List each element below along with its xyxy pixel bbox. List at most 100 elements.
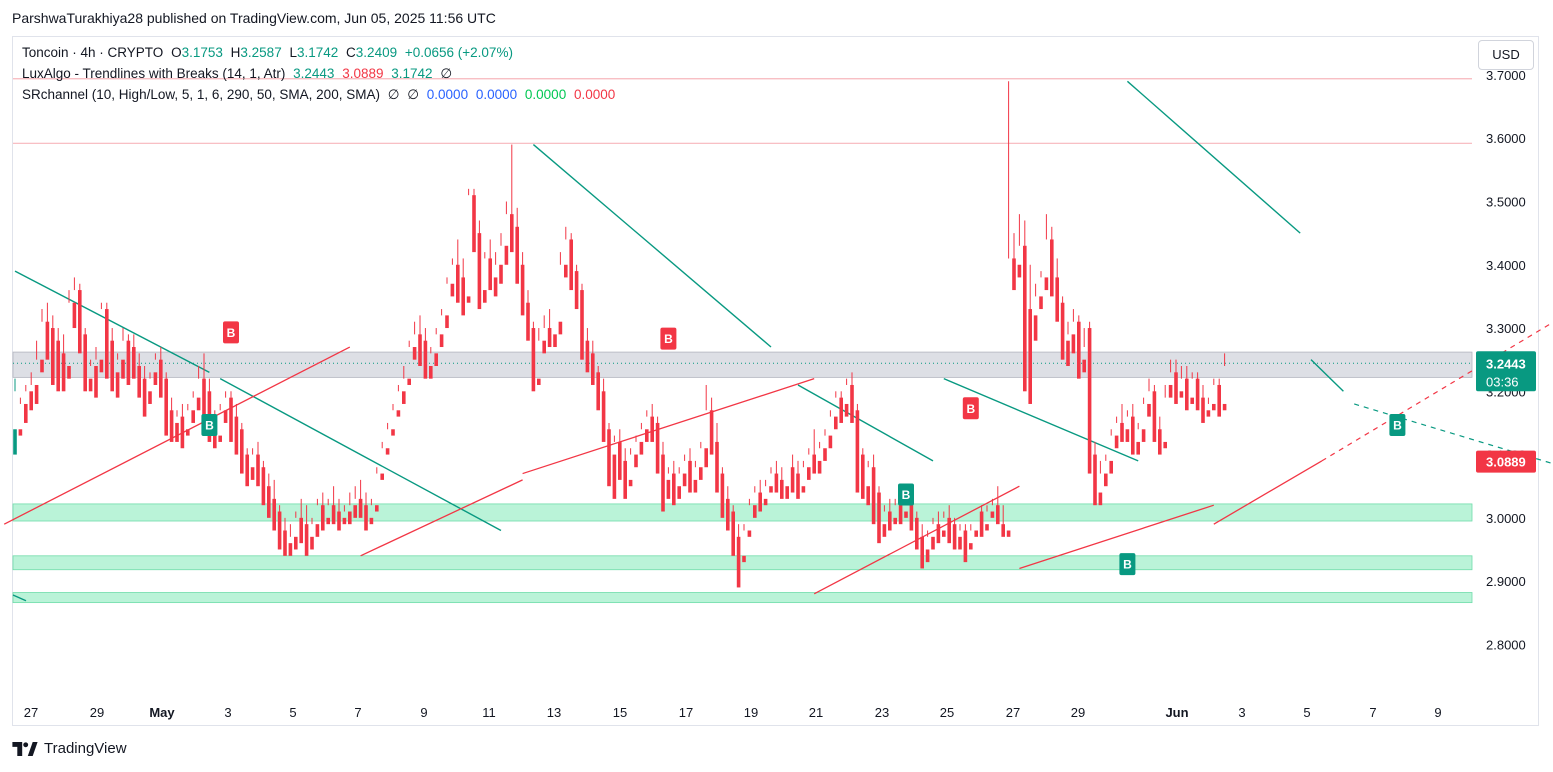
x-axis-tick-label: 7 xyxy=(1369,705,1376,720)
candle-body xyxy=(828,435,833,449)
legend-symbol[interactable]: Toncoin · 4h · CRYPTO xyxy=(22,45,164,60)
candle-body xyxy=(866,486,870,506)
candle-body xyxy=(29,391,33,411)
candle xyxy=(763,479,768,506)
candle-body xyxy=(1131,416,1135,455)
x-axis-tick-label: 23 xyxy=(875,705,889,720)
candle-body xyxy=(1114,435,1119,449)
signal-label: B xyxy=(902,488,911,502)
candle-body xyxy=(499,264,503,284)
resistance-zone xyxy=(12,351,1473,378)
candle xyxy=(1217,378,1221,417)
candle xyxy=(1174,359,1178,404)
candle xyxy=(844,378,849,417)
candle xyxy=(607,422,611,487)
candle xyxy=(132,334,136,379)
candle xyxy=(828,410,833,449)
candle xyxy=(1152,384,1157,442)
current-price-badge: 3.2443 03:36 xyxy=(1476,351,1536,392)
candle xyxy=(1050,226,1054,297)
candle-body xyxy=(785,486,789,499)
legend-luxalgo[interactable]: LuxAlgo - Trendlines with Breaks (14, 1,… xyxy=(22,66,456,82)
candle-body xyxy=(240,429,244,474)
signal-label: B xyxy=(205,418,214,432)
candle-body xyxy=(391,429,395,436)
candle xyxy=(164,372,168,436)
candle-body xyxy=(682,473,687,487)
signal-badge-box xyxy=(660,327,677,350)
candle-body xyxy=(688,460,692,493)
candle xyxy=(553,334,557,348)
currency-button[interactable]: USD xyxy=(1478,40,1534,70)
tradingview-logo-icon xyxy=(12,741,38,756)
candle-body xyxy=(175,422,179,442)
candle-body xyxy=(1050,239,1054,297)
candle-body xyxy=(925,549,930,563)
candle-body xyxy=(931,536,935,550)
candle xyxy=(1001,505,1005,537)
candle-body xyxy=(126,340,131,385)
x-axis-tick-label: 3 xyxy=(1238,705,1245,720)
candle xyxy=(645,410,649,442)
candle xyxy=(888,498,892,531)
candle-body xyxy=(1152,391,1157,442)
candle xyxy=(1125,410,1130,442)
candle-body xyxy=(1206,410,1211,417)
candle xyxy=(882,505,887,537)
footer-brand[interactable]: TradingView xyxy=(12,740,127,757)
candle xyxy=(515,207,519,284)
candle-body xyxy=(1060,302,1065,360)
candle xyxy=(785,486,789,499)
legend-luxalgo-v4: ∅ xyxy=(440,66,453,81)
candle-body xyxy=(1093,454,1097,506)
candle-body xyxy=(337,511,341,531)
legend-srchannel[interactable]: SRchannel (10, High/Low, 5, 1, 6, 290, 5… xyxy=(22,87,619,103)
candle xyxy=(110,328,114,392)
signal-badge-box xyxy=(898,483,914,506)
candle xyxy=(1033,283,1038,341)
candle xyxy=(807,448,811,480)
candle xyxy=(709,397,714,455)
candle-body xyxy=(580,290,584,360)
candle-body xyxy=(1012,258,1016,291)
buy-signal-badge: B xyxy=(1389,413,1406,436)
trendline-down xyxy=(943,378,1139,462)
candle-body xyxy=(375,505,379,512)
candle-body xyxy=(105,309,109,379)
candle xyxy=(780,467,784,499)
candle xyxy=(1131,403,1135,455)
candle xyxy=(655,416,660,474)
candle xyxy=(142,366,147,417)
y-axis-tick-label: 3.7000 xyxy=(1486,68,1526,83)
legend-sr-v3: 0.0000 xyxy=(426,87,469,102)
candle xyxy=(520,252,525,316)
candle-body xyxy=(159,359,163,398)
legend-sr-v1: ∅ xyxy=(387,87,400,102)
x-axis-tick-label: 19 xyxy=(744,705,758,720)
candle-body xyxy=(445,315,449,329)
candle xyxy=(331,486,336,525)
signal-badge-box xyxy=(1389,413,1406,436)
candle-body xyxy=(747,530,752,537)
candle xyxy=(1028,264,1032,404)
candle-body xyxy=(34,384,39,404)
candle-body xyxy=(1077,321,1081,379)
candle xyxy=(283,517,287,556)
candle-body xyxy=(94,366,98,398)
candle-body xyxy=(191,410,195,423)
candle xyxy=(1120,403,1124,442)
x-axis-tick-label: 7 xyxy=(354,705,361,720)
candle-body xyxy=(477,233,482,310)
candle-body xyxy=(348,511,352,525)
buy-signal-badge: B xyxy=(898,483,914,506)
candle-body xyxy=(310,536,314,550)
candle xyxy=(947,505,951,544)
y-axis-tick-label: 3.4000 xyxy=(1486,258,1526,273)
y-axis-tick-label: 3.6000 xyxy=(1486,131,1526,146)
candle-body xyxy=(164,378,168,436)
sell-signal-badge: B xyxy=(962,397,979,420)
chart-frame[interactable] xyxy=(12,36,1539,726)
candle xyxy=(1212,378,1216,411)
footer-brand-text: TradingView xyxy=(44,740,127,757)
